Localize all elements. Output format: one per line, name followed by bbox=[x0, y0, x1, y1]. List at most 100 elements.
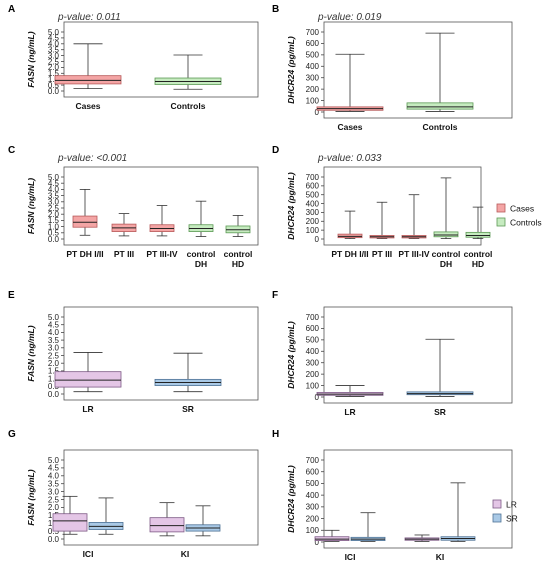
y-tick-label: 500 bbox=[306, 336, 320, 345]
panel-h: H 0 100 200 300 400 500 600 700 DHCR24 (pg/mL) ICI… bbox=[272, 429, 513, 562]
x-category-label: PT III-IV bbox=[146, 249, 178, 259]
panel-letter: C bbox=[8, 145, 15, 156]
panel-letter: G bbox=[8, 429, 16, 440]
y-tick-label: 300 bbox=[306, 74, 320, 83]
y-tick-label: 2.5 bbox=[48, 351, 60, 360]
y-tick-label: 200 bbox=[306, 85, 320, 94]
x-category-label: control HD bbox=[224, 249, 253, 269]
y-tick-label: 1.5 bbox=[48, 69, 60, 78]
box-controls bbox=[465, 231, 491, 238]
x-category-label: PT III-IV bbox=[398, 249, 430, 259]
y-tick-label: 500 bbox=[306, 479, 320, 488]
box-lr bbox=[52, 513, 88, 532]
x-category-label: LR bbox=[344, 407, 355, 417]
p-value-label: p-value: 0.019 bbox=[317, 12, 382, 23]
y-tick-label: 0.5 bbox=[48, 229, 60, 238]
p-value-label: p-value: <0.001 bbox=[57, 153, 127, 164]
x-category-label-line: control bbox=[187, 249, 216, 259]
y-tick-label: 100 bbox=[306, 381, 320, 390]
x-category-label: KI bbox=[181, 549, 190, 559]
y-tick-label: 4.0 bbox=[48, 328, 60, 337]
panel-f: F 0 100 200 300 400 500 600 700 DHCR24 (pg/mL) LR S… bbox=[272, 290, 513, 417]
legend-swatch-cases bbox=[496, 203, 506, 213]
x-category-label: SR bbox=[434, 407, 446, 417]
x-category-label: Cases bbox=[337, 122, 362, 132]
box-lr bbox=[54, 371, 122, 388]
y-tick-label: 1.5 bbox=[48, 216, 60, 225]
box-cases bbox=[72, 215, 98, 228]
y-tick-label: 100 bbox=[306, 226, 320, 235]
y-tick-label: 4.0 bbox=[48, 472, 60, 481]
y-tick-label: 0.0 bbox=[48, 390, 60, 399]
y-tick-label: 600 bbox=[306, 468, 320, 477]
legend-label: SR bbox=[506, 514, 518, 524]
x-category-label: Controls bbox=[423, 122, 458, 132]
y-tick-label: 100 bbox=[306, 96, 320, 105]
legend-swatch-sr bbox=[492, 513, 502, 523]
y-tick-label: 0.5 bbox=[48, 382, 60, 391]
y-tick-label: 0.5 bbox=[48, 81, 60, 90]
y-tick-label: 2.0 bbox=[48, 359, 60, 368]
x-category-label: control DH bbox=[187, 249, 216, 269]
x-category-label: PT III bbox=[372, 249, 392, 259]
legend-label: Controls bbox=[510, 218, 542, 228]
y-tick-label: 2.0 bbox=[48, 503, 60, 512]
y-tick-label: 5.0 bbox=[48, 28, 60, 37]
panel-a: Ap-value: 0.0110.00.51.01.52.02.53.03.54… bbox=[8, 4, 259, 111]
box-lr bbox=[149, 517, 185, 533]
y-tick-label: 600 bbox=[306, 182, 320, 191]
y-axis-label: DHCR24 (pg/mL) bbox=[286, 465, 296, 533]
x-category-label: LR bbox=[82, 404, 93, 414]
x-category-label: PT DH I/II bbox=[331, 249, 368, 259]
plot-frame bbox=[63, 449, 259, 546]
y-tick-label: 0.0 bbox=[48, 535, 60, 544]
y-tick-label: 2.5 bbox=[48, 204, 60, 213]
y-tick-label: 3.0 bbox=[48, 344, 60, 353]
legend-label: Cases bbox=[510, 204, 534, 214]
y-tick-label: 4.5 bbox=[48, 464, 60, 473]
y-tick-label: 200 bbox=[306, 370, 320, 379]
y-tick-label: 600 bbox=[306, 324, 320, 333]
y-tick-label: 400 bbox=[306, 62, 320, 71]
x-category-label-line: HD bbox=[232, 259, 244, 269]
plot-frame bbox=[323, 449, 513, 549]
plot-frame bbox=[323, 306, 513, 404]
x-category-label: ICI bbox=[345, 552, 356, 562]
y-tick-label: 4.5 bbox=[48, 321, 60, 330]
x-category-label: Cases bbox=[75, 101, 100, 111]
y-tick-label: 200 bbox=[306, 514, 320, 523]
legend-swatch-controls bbox=[496, 217, 506, 227]
x-category-label-line: DH bbox=[195, 259, 207, 269]
x-category-label-line: DH bbox=[440, 259, 452, 269]
y-tick-label: 700 bbox=[306, 456, 320, 465]
y-tick-label: 3.5 bbox=[48, 191, 60, 200]
panel-letter: H bbox=[272, 429, 279, 440]
y-tick-label: 3.5 bbox=[48, 336, 60, 345]
x-category-label-line: HD bbox=[472, 259, 484, 269]
panel-letter: F bbox=[272, 290, 278, 301]
y-tick-label: 0.0 bbox=[48, 235, 60, 244]
y-tick-label: 3.0 bbox=[48, 487, 60, 496]
legend-label: LR bbox=[506, 500, 517, 510]
y-axis-label: DHCR24 (pg/mL) bbox=[286, 36, 296, 104]
y-axis-label: FASN (ng/mL) bbox=[26, 31, 36, 87]
panel-letter: D bbox=[272, 145, 279, 156]
y-tick-label: 300 bbox=[306, 359, 320, 368]
y-tick-label: 400 bbox=[306, 491, 320, 500]
plot-frame bbox=[323, 166, 482, 246]
x-category-label: PT III bbox=[114, 249, 134, 259]
plot-frame bbox=[63, 306, 259, 401]
y-tick-label: 5.0 bbox=[48, 313, 60, 322]
x-category-label: Controls bbox=[171, 101, 206, 111]
y-tick-label: 3.0 bbox=[48, 198, 60, 207]
y-tick-label: 4.5 bbox=[48, 34, 60, 43]
y-tick-label: 1.5 bbox=[48, 367, 60, 376]
panel-c: Cp-value: <0.001 0.00.51.01.52.02.53.03.5… bbox=[8, 145, 259, 269]
y-axis-label: FASN (ng/mL) bbox=[26, 325, 36, 381]
y-tick-label: 5.0 bbox=[48, 456, 60, 465]
y-axis-label: FASN (ng/mL) bbox=[26, 469, 36, 525]
y-tick-label: 100 bbox=[306, 526, 320, 535]
box-cases bbox=[54, 75, 122, 85]
